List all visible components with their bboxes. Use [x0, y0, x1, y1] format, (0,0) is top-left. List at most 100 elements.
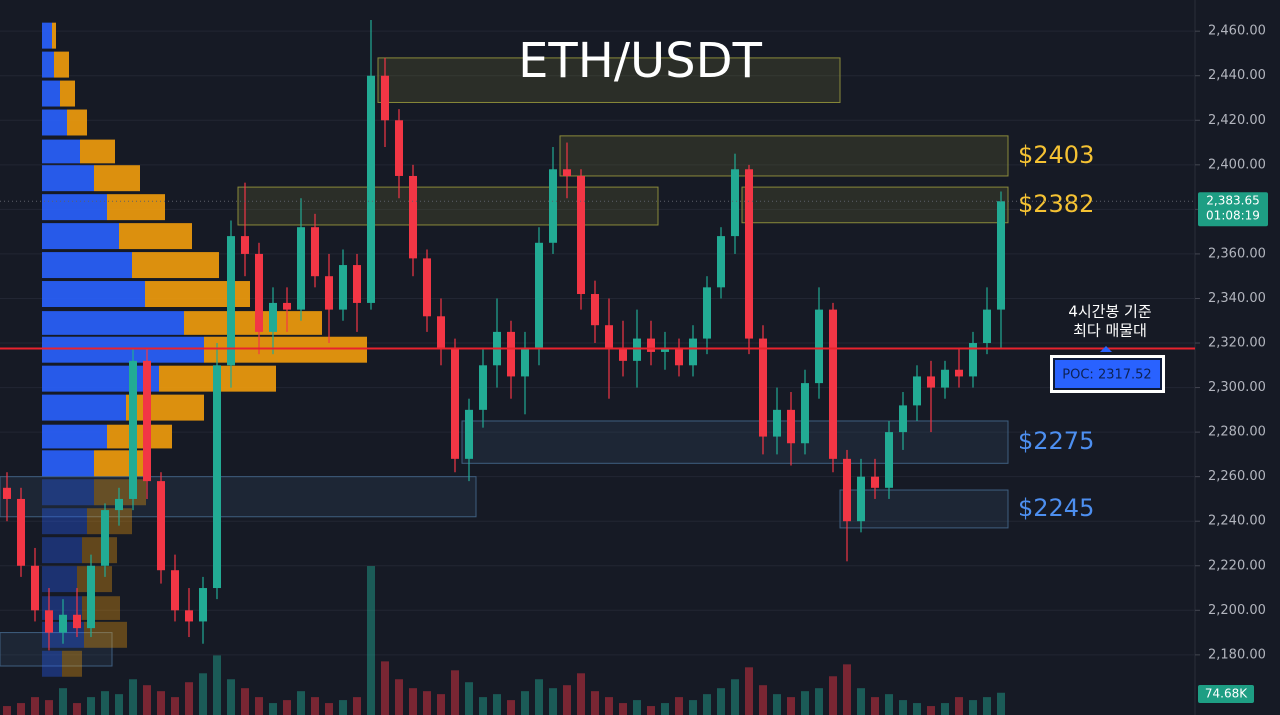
candle-body — [185, 610, 193, 622]
y-tick-label: 2,240.00 — [1208, 514, 1266, 529]
candle-body — [381, 75, 389, 121]
candle-body — [591, 294, 599, 326]
profile-buy — [42, 365, 159, 392]
y-tick-label: 2,200.00 — [1208, 603, 1266, 618]
candle-body — [633, 338, 641, 361]
volume-bar — [73, 703, 81, 715]
candle-body — [731, 169, 739, 237]
candle-body — [717, 236, 725, 288]
candle-body — [703, 287, 711, 339]
candle-body — [479, 365, 487, 410]
volume-bar — [493, 694, 501, 715]
volume-bar — [773, 694, 781, 715]
candle-body — [899, 405, 907, 433]
volume-bar — [689, 700, 697, 715]
volume-label: 74.68K — [1205, 687, 1248, 701]
candle-body — [983, 309, 991, 344]
profile-buy — [42, 194, 107, 221]
candle-body — [73, 614, 81, 629]
zone-label: $2275 — [1018, 427, 1094, 455]
y-tick-label: 2,280.00 — [1208, 425, 1266, 440]
candle-body — [199, 588, 207, 622]
profile-sell — [62, 650, 82, 677]
profile-buy — [42, 450, 94, 477]
y-tick-label: 2,220.00 — [1208, 558, 1266, 573]
profile-buy — [42, 537, 82, 564]
profile-buy — [42, 223, 119, 250]
volume-bar — [885, 694, 893, 715]
candle-body — [563, 169, 571, 176]
arrow — [1100, 346, 1112, 352]
volume-bar — [899, 700, 907, 715]
volume-bar — [843, 664, 851, 715]
price-box — [1198, 192, 1268, 227]
volume-bar — [395, 679, 403, 715]
volume-bar — [815, 688, 823, 715]
volume-bar — [997, 692, 1005, 715]
volume-bar — [661, 703, 669, 715]
volume-bar — [381, 661, 389, 715]
candle-body — [171, 570, 179, 611]
profile-sell — [126, 394, 204, 421]
volume-bar — [717, 688, 725, 715]
profile-buy — [42, 650, 62, 677]
profile-sell — [94, 165, 140, 192]
volume-bar — [255, 697, 263, 715]
profile-sell — [107, 194, 165, 221]
candle-body — [395, 120, 403, 176]
volume-bar — [563, 685, 571, 715]
volume-bar — [927, 706, 935, 715]
zone-label: $2382 — [1018, 190, 1094, 218]
volume-bar — [87, 697, 95, 715]
candle-body — [101, 510, 109, 566]
candle-body — [143, 360, 151, 482]
zone — [559, 135, 1009, 177]
candle-body — [675, 347, 683, 366]
candle-body — [213, 365, 221, 589]
volume-bar — [213, 655, 221, 715]
candle-body — [815, 309, 823, 384]
y-tick-label: 2,300.00 — [1208, 380, 1266, 395]
volume-bar — [115, 694, 123, 715]
profile-sell — [54, 51, 69, 78]
volume-bar — [185, 682, 193, 715]
volume-bar — [955, 697, 963, 715]
volume-bar — [465, 682, 473, 715]
volume-bar — [745, 667, 753, 715]
zone — [741, 186, 1009, 224]
y-tick-label: 2,320.00 — [1208, 336, 1266, 351]
candle-body — [87, 565, 95, 629]
candle-body — [647, 338, 655, 352]
candle-body — [59, 614, 67, 633]
volume-bar — [787, 697, 795, 715]
candle-body — [409, 175, 417, 259]
profile-sell — [82, 537, 117, 564]
zone — [839, 489, 1009, 529]
price-label: 2,383.65 — [1206, 194, 1259, 208]
candle-body — [997, 201, 1005, 310]
volume-bar — [143, 685, 151, 715]
zone — [461, 420, 1009, 464]
profile-sell — [87, 508, 132, 535]
volume-bar — [3, 706, 11, 715]
profile-sell — [60, 80, 75, 107]
candle-body — [339, 265, 347, 310]
candle-body — [773, 409, 781, 437]
candle-body — [927, 376, 935, 388]
volume-bar — [283, 700, 291, 715]
candle-body — [507, 331, 515, 377]
profile-buy — [42, 252, 132, 279]
volume-bar — [437, 694, 445, 715]
volume-bar — [577, 673, 585, 715]
volume-bar — [31, 697, 39, 715]
volume-bar — [423, 691, 431, 715]
volume-bar — [157, 691, 165, 715]
candle-body — [297, 227, 305, 310]
y-tick-label: 2,360.00 — [1208, 246, 1266, 261]
volume-bar — [409, 688, 417, 715]
y-tick-label: 2,460.00 — [1208, 24, 1266, 39]
profile-buy — [42, 109, 67, 136]
profile-sell — [132, 252, 219, 279]
volume-bar — [17, 703, 25, 715]
